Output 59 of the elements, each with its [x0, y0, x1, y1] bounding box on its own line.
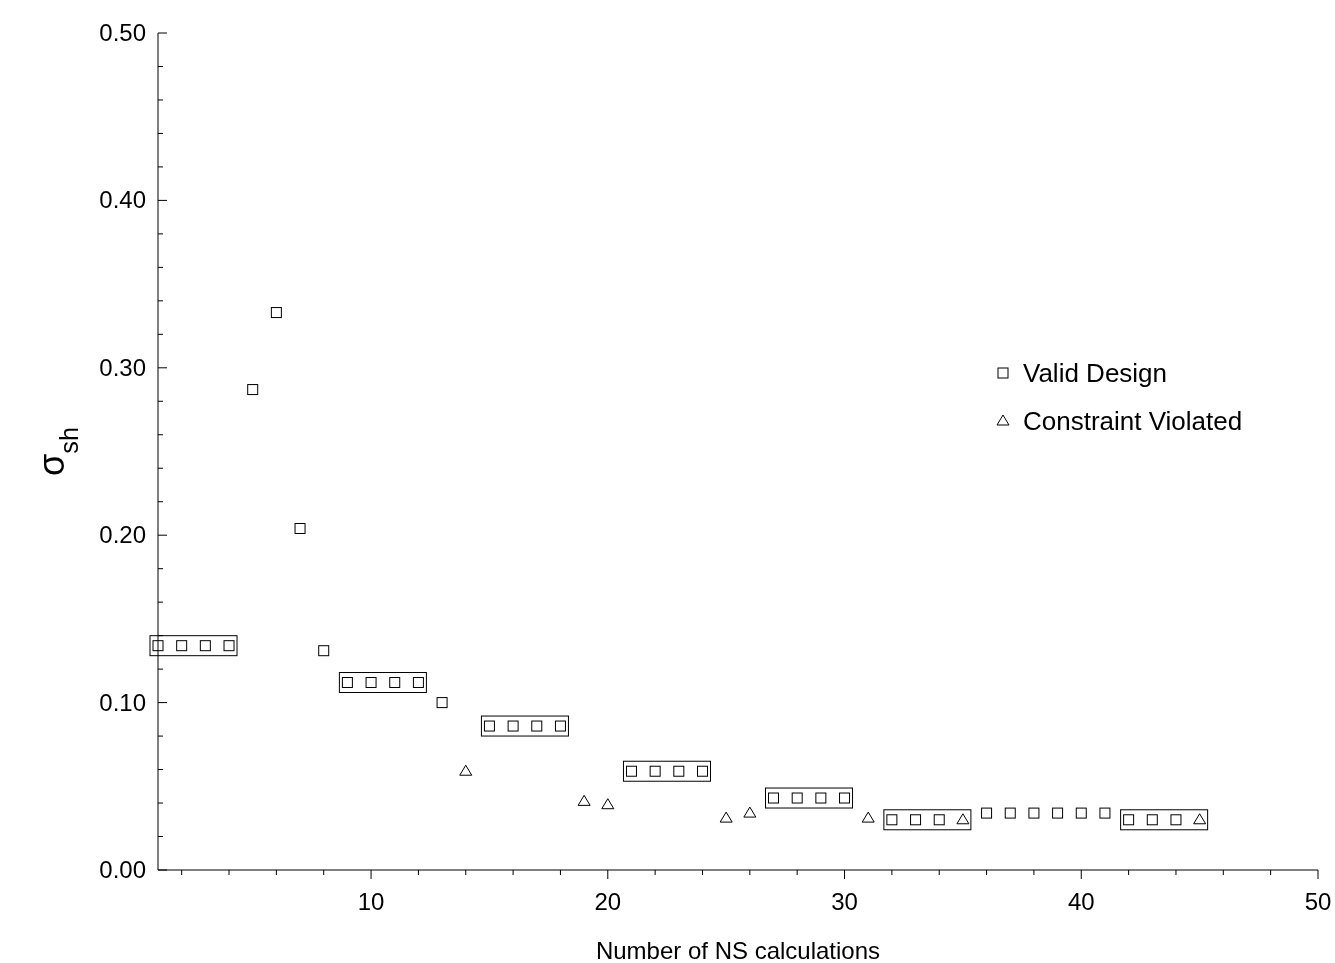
point	[412, 677, 424, 689]
y-tick-label: 0.30	[99, 353, 146, 381]
point	[1052, 807, 1064, 819]
point	[554, 720, 566, 732]
x-tick-label: 10	[357, 888, 385, 915]
point	[152, 640, 164, 652]
point	[223, 640, 235, 652]
point	[365, 677, 377, 689]
x-tick-label: 30	[831, 888, 858, 915]
point	[577, 794, 591, 806]
point	[199, 640, 211, 652]
point	[483, 720, 495, 732]
y-tick-label: 0.00	[99, 856, 146, 883]
point	[1146, 814, 1158, 826]
point	[1028, 807, 1040, 819]
point	[601, 798, 615, 810]
y-tick-label: 0.10	[99, 688, 146, 716]
legend-label: Valid Design	[1023, 358, 1168, 388]
point	[507, 720, 519, 732]
point	[981, 807, 993, 819]
point	[247, 384, 259, 396]
x-tick-label: 40	[1067, 888, 1095, 915]
point	[815, 792, 827, 804]
point	[1004, 807, 1016, 819]
point	[1099, 807, 1111, 819]
point	[294, 523, 306, 534]
point	[625, 765, 637, 777]
point	[861, 811, 875, 823]
y-tick-label: 0.20	[99, 521, 146, 549]
point	[673, 765, 685, 777]
point	[318, 645, 330, 657]
point	[886, 814, 898, 826]
point	[1123, 814, 1135, 826]
point	[743, 806, 757, 818]
point	[389, 677, 401, 689]
point	[696, 765, 708, 777]
point	[531, 720, 543, 732]
point	[459, 764, 473, 776]
point	[1170, 814, 1182, 826]
point	[956, 813, 970, 825]
point	[649, 765, 661, 777]
y-tick-label: 0.50	[99, 19, 146, 46]
point	[910, 814, 922, 826]
y-tick-label: 0.40	[99, 186, 146, 214]
point	[1193, 813, 1207, 825]
point	[341, 677, 353, 689]
point	[933, 814, 945, 826]
point	[176, 640, 188, 652]
point	[1075, 807, 1087, 819]
point	[768, 792, 780, 804]
point	[839, 792, 851, 804]
point	[719, 811, 733, 823]
x-tick-label: 50	[1304, 888, 1332, 915]
legend-label: Constraint Violated	[1023, 406, 1243, 436]
point	[791, 792, 803, 804]
point	[270, 307, 282, 319]
x-tick-label: 20	[594, 888, 622, 915]
point	[436, 697, 448, 709]
x-axis-title: Number of NS calculations	[595, 937, 881, 963]
